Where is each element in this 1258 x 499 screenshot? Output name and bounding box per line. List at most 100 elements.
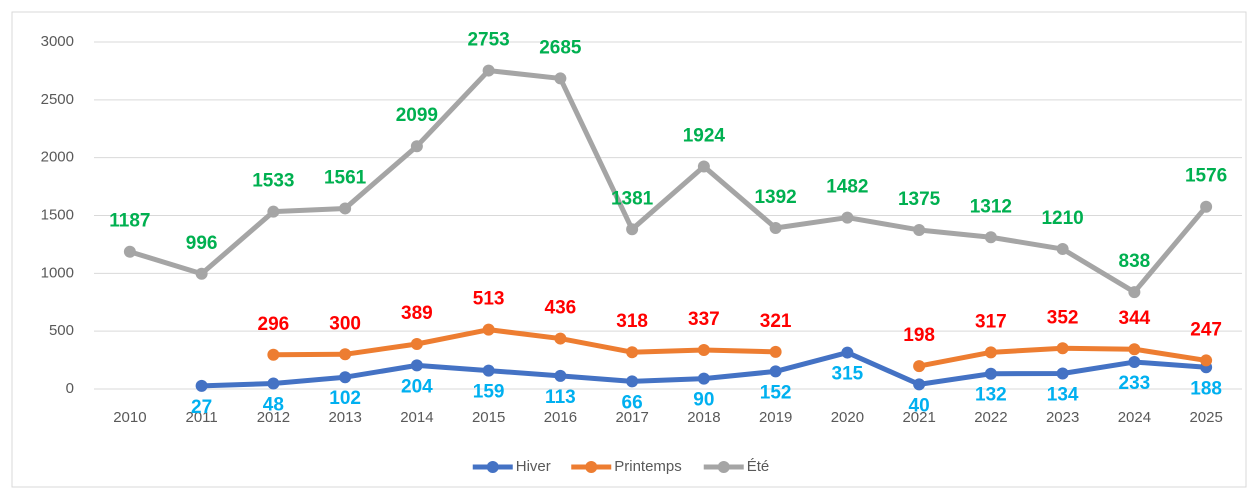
data-label: 1576: [1185, 166, 1227, 187]
data-label: 134: [1047, 385, 1079, 406]
series-marker: [913, 223, 926, 236]
x-tick-label: 2020: [831, 409, 864, 426]
series-marker: [1200, 354, 1213, 367]
series-marker: [339, 348, 352, 361]
legend-item: Été: [703, 458, 770, 475]
series-marker: [1128, 286, 1141, 299]
series-marker: [626, 375, 639, 388]
series-marker: [697, 372, 710, 385]
series-marker: [1128, 356, 1141, 369]
data-label: 102: [329, 388, 361, 409]
data-label: 2685: [539, 37, 582, 58]
series-marker: [1200, 200, 1213, 213]
data-label: 1482: [826, 177, 868, 198]
legend-label: Été: [747, 458, 770, 475]
chart-border: [11, 11, 1247, 488]
series-marker: [769, 365, 782, 378]
x-tick-label: 2021: [902, 409, 935, 426]
data-label: 2753: [467, 30, 509, 51]
data-label: 113: [545, 387, 576, 408]
x-tick-label: 2019: [759, 409, 792, 426]
series-marker: [410, 359, 423, 372]
data-label: 90: [693, 390, 714, 411]
y-tick-label: 3000: [41, 33, 74, 50]
data-label: 1381: [611, 188, 654, 209]
legend-item: Printemps: [571, 458, 682, 475]
series-marker: [697, 344, 710, 357]
data-label: 48: [263, 394, 284, 415]
data-label: 1375: [898, 189, 941, 210]
data-label: 389: [401, 303, 433, 324]
data-label: 188: [1190, 378, 1222, 399]
data-label: 132: [975, 385, 1007, 406]
x-tick-label: 2017: [615, 409, 648, 426]
data-label: 1533: [252, 171, 294, 192]
series-marker: [267, 377, 280, 390]
x-tick-label: 2011: [185, 409, 217, 426]
data-label: 27: [191, 397, 212, 418]
data-label: 1187: [109, 211, 150, 232]
x-tick-label: 2025: [1189, 409, 1222, 426]
legend-marker: [717, 461, 730, 473]
series-marker: [554, 332, 567, 345]
series-marker: [1056, 367, 1069, 380]
series-marker: [267, 348, 280, 361]
series-marker: [410, 338, 423, 351]
series-marker: [984, 367, 997, 380]
data-label: 1392: [754, 187, 796, 208]
y-tick-label: 1000: [41, 264, 74, 281]
series-marker: [267, 205, 280, 218]
y-tick-label: 2000: [41, 149, 74, 166]
data-label: 1561: [324, 167, 367, 188]
series-marker: [195, 267, 208, 280]
series-marker: [626, 223, 639, 236]
x-tick-label: 2018: [687, 409, 720, 426]
data-label: 838: [1119, 251, 1151, 272]
series-marker: [697, 160, 710, 173]
series-marker: [1128, 343, 1141, 356]
x-tick-label: 2013: [328, 409, 361, 426]
x-tick-label: 2010: [113, 409, 146, 426]
x-tick-label: 2012: [257, 409, 290, 426]
x-tick-label: 2024: [1118, 409, 1151, 426]
series-marker: [554, 369, 567, 382]
data-label: 1210: [1041, 208, 1083, 229]
y-tick-label: 500: [49, 322, 74, 339]
data-label: 296: [258, 314, 290, 335]
series-marker: [841, 211, 854, 224]
series-marker: [482, 323, 495, 336]
series-marker: [482, 64, 495, 77]
series-marker: [123, 245, 136, 258]
series-marker: [339, 202, 352, 215]
data-label: 318: [616, 311, 648, 332]
data-label: 40: [909, 395, 930, 416]
data-label: 66: [622, 392, 643, 413]
legend-marker: [585, 461, 598, 473]
data-label: 198: [903, 325, 935, 346]
data-label: 1312: [970, 196, 1012, 217]
series-marker: [1056, 243, 1069, 256]
series-marker: [913, 360, 926, 373]
y-tick-label: 2500: [41, 91, 74, 108]
data-label: 317: [975, 311, 1007, 332]
series-marker: [554, 72, 567, 85]
data-label: 204: [401, 376, 433, 397]
data-label: 247: [1190, 319, 1222, 340]
series-marker: [913, 378, 926, 391]
data-label: 321: [760, 311, 792, 332]
y-tick-label: 0: [66, 380, 74, 397]
series-marker: [769, 221, 782, 234]
legend-label: Hiver: [516, 458, 551, 475]
data-label: 233: [1119, 373, 1151, 394]
x-tick-label: 2023: [1046, 409, 1079, 426]
y-tick-label: 1500: [41, 206, 74, 223]
data-label: 152: [760, 382, 792, 403]
data-label: 344: [1119, 308, 1151, 329]
legend-item: Hiver: [472, 458, 551, 475]
data-label: 352: [1047, 307, 1079, 328]
data-label: 513: [473, 289, 505, 310]
x-tick-label: 2014: [400, 409, 433, 426]
data-label: 315: [832, 364, 864, 385]
data-label: 436: [545, 298, 577, 319]
